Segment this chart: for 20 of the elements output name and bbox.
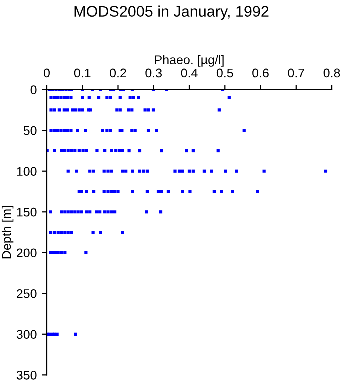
y-tick-label: 50: [24, 126, 37, 136]
chart-title: MODS2005 in January, 1992: [74, 6, 269, 20]
y-tick-label: 250: [17, 289, 37, 298]
x-tick-label: 0.2: [110, 68, 126, 78]
x-tick-label: 0.6: [252, 68, 269, 78]
x-tick-label: 0.5: [216, 68, 234, 78]
y-tick-label: 0: [30, 86, 37, 95]
y-tick-label: 300: [16, 330, 37, 340]
y-axis-title: Depth [m]: [2, 206, 14, 259]
y-tick-label: 150: [17, 208, 37, 217]
x-tick-label: 0.8: [324, 68, 340, 78]
x-tick-label: 0: [44, 68, 50, 78]
x-axis-title: Phaeo. [µg/l]: [155, 55, 224, 67]
y-tick-label: 100: [17, 167, 37, 176]
y-tick-label: 350: [16, 370, 37, 380]
x-tick-label: 0.3: [146, 68, 162, 78]
y-tick-label: 200: [17, 248, 37, 258]
x-tick-label: 0.7: [288, 68, 304, 78]
x-tick-label: 0.4: [181, 68, 198, 78]
x-tick-label: 0.1: [74, 68, 91, 78]
